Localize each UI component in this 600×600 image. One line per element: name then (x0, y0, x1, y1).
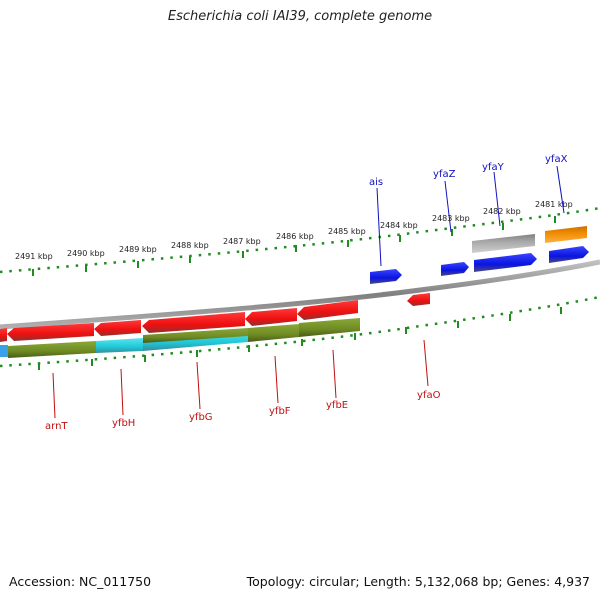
gene-label-yfaZ[interactable]: yfaZ (433, 169, 456, 180)
genome-backbone (0, 259, 600, 330)
scale-label-2488: 2488 kbp (171, 241, 209, 250)
gene-yfbE-arrow[interactable] (297, 300, 358, 320)
scale-label-2482: 2482 kbp (483, 207, 521, 216)
gene-yfbG-arrow[interactable] (142, 312, 245, 333)
gene-yfaZ-arrow[interactable] (441, 262, 469, 276)
reverse-leader-lines (52, 339, 429, 419)
scale-label-2487: 2487 kbp (223, 237, 261, 246)
map-title: Escherichia coli IAI39, complete genome (167, 9, 433, 24)
gene-label-arnT[interactable]: arnT (45, 421, 68, 432)
forward-leader-lines (376, 165, 565, 267)
gene-yfaO-arrow[interactable] (407, 293, 430, 306)
scale-label-2490: 2490 kbp (67, 249, 105, 258)
scale-label-2491: 2491 kbp (15, 252, 53, 261)
gene-label-yfaY[interactable]: yfaY (482, 162, 505, 173)
genome-summary-text: Topology: circular; Length: 5,132,068 bp… (246, 574, 590, 589)
outer-scale-track (0, 206, 600, 274)
gene-label-yfaX[interactable]: yfaX (545, 154, 568, 165)
scale-label-2485: 2485 kbp (328, 227, 366, 236)
feature-gray-block (472, 234, 535, 253)
scale-label-2483: 2483 kbp (432, 214, 470, 223)
gene-label-yfbG[interactable]: yfbG (189, 412, 213, 423)
feature-olive-1 (8, 341, 96, 358)
feature-olive-3 (248, 324, 299, 342)
gene-yfaX-arrow[interactable] (549, 246, 589, 263)
gene-label-ais[interactable]: ais (369, 177, 383, 188)
gene-ais-arrow[interactable] (370, 269, 402, 284)
outer-major-ticks (32, 216, 556, 276)
scale-label-2484: 2484 kbp (380, 221, 418, 230)
gene-yfbH-arrow[interactable] (94, 320, 141, 336)
gene-partial-left-arrow[interactable] (0, 328, 7, 342)
gene-label-yfaO[interactable]: yfaO (417, 390, 441, 401)
feature-orange-block (545, 226, 587, 243)
gene-label-yfbH[interactable]: yfbH (112, 418, 135, 429)
feature-olive-2 (143, 328, 248, 343)
gene-label-yfbF[interactable]: yfbF (269, 406, 291, 417)
gene-label-yfbE[interactable]: yfbE (326, 400, 348, 411)
scale-label-2486: 2486 kbp (276, 232, 314, 241)
gene-arnT-arrow[interactable] (7, 323, 94, 341)
inner-major-ticks (38, 307, 562, 370)
inner-scale-track (0, 295, 600, 368)
scale-label-2489: 2489 kbp (119, 245, 157, 254)
gene-yfaY-arrow[interactable] (474, 253, 537, 272)
scale-label-2481: 2481 kbp (535, 200, 573, 209)
accession-text: Accession: NC_011750 (9, 574, 152, 589)
gene-yfbF-arrow[interactable] (245, 308, 297, 326)
feature-blue-left-partial (0, 345, 8, 357)
feature-olive-4 (299, 318, 360, 337)
feature-cyan-1 (96, 338, 143, 353)
